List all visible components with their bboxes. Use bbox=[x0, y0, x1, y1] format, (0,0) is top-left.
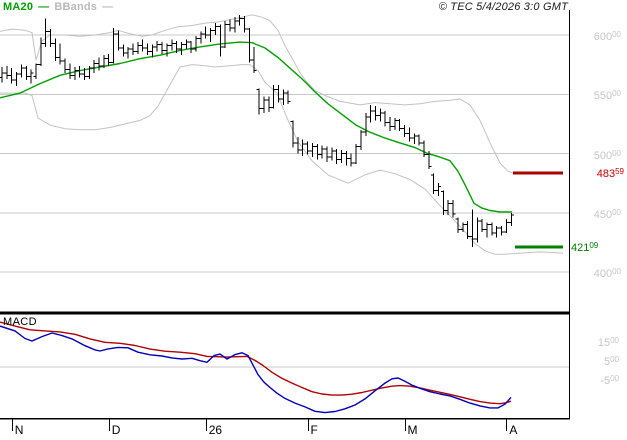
macd-tick-label-sup: 00 bbox=[610, 374, 619, 383]
price-tick-label-sup: 00 bbox=[612, 30, 621, 39]
bbands-legend-label: BBands bbox=[54, 1, 98, 13]
price-tick-label: 45000 bbox=[593, 207, 621, 221]
ma20-line bbox=[0, 41, 512, 213]
bollinger-lower-band bbox=[0, 64, 564, 255]
price-level-label: 42109 bbox=[571, 241, 599, 255]
indicator-legend: MA20 — BBands — bbox=[3, 1, 113, 13]
month-label: N bbox=[14, 423, 24, 437]
price-tick-label-sup: 00 bbox=[612, 267, 621, 277]
copyright-text: © TEC 5/4/2026 3:0 GMT bbox=[438, 1, 568, 13]
month-label: A bbox=[509, 423, 518, 437]
macd-tick-label-sup: 00 bbox=[610, 336, 619, 345]
macd-tick-label-base: 5 bbox=[603, 356, 611, 368]
macd-tick-label-sup: 00 bbox=[610, 355, 619, 364]
bollinger-upper-band bbox=[0, 14, 563, 175]
macd-tick-label: 500 bbox=[603, 355, 619, 368]
month-label: 26 bbox=[208, 423, 223, 437]
price-tick-label: 60000 bbox=[593, 30, 621, 43]
ma20-legend-label: MA20 bbox=[3, 1, 34, 13]
macd-line bbox=[0, 325, 512, 414]
price-tick-label: 40000 bbox=[593, 267, 621, 281]
macd-panel-label: MACD bbox=[3, 316, 37, 328]
price-tick-label-sup: 00 bbox=[612, 148, 621, 158]
price-level-label-base: 483 bbox=[596, 168, 616, 180]
price-level-label-base: 421 bbox=[571, 242, 590, 255]
bbands-legend-swatch: — bbox=[102, 1, 114, 13]
price-tick-label-base: 500 bbox=[593, 149, 613, 162]
macd-tick-label-base: 15 bbox=[597, 337, 611, 349]
macd-signal-line bbox=[0, 321, 512, 405]
month-label: F bbox=[310, 423, 318, 437]
price-tick-label-sup: 00 bbox=[612, 207, 621, 217]
price-tick-label-base: 550 bbox=[593, 90, 613, 103]
price-tick-label: 50000 bbox=[593, 148, 621, 162]
month-label: D bbox=[111, 423, 121, 437]
price-tick-label-base: 400 bbox=[593, 268, 613, 281]
macd-tick-label-base: -5 bbox=[600, 375, 611, 387]
ma20-legend-swatch: — bbox=[38, 1, 50, 13]
price-tick-label-sup: 00 bbox=[612, 89, 621, 99]
price-tick-label-base: 600 bbox=[593, 31, 613, 43]
price-level-label-sup: 59 bbox=[615, 167, 624, 176]
price-tick-label-base: 450 bbox=[593, 208, 613, 221]
price-level-label: 48359 bbox=[596, 167, 624, 180]
macd-tick-label: 1500 bbox=[597, 336, 619, 349]
month-label: M bbox=[407, 423, 418, 437]
price-level-label-sup: 09 bbox=[589, 241, 599, 251]
macd-tick-label: -500 bbox=[600, 374, 619, 387]
price-tick-label: 55000 bbox=[593, 89, 621, 103]
